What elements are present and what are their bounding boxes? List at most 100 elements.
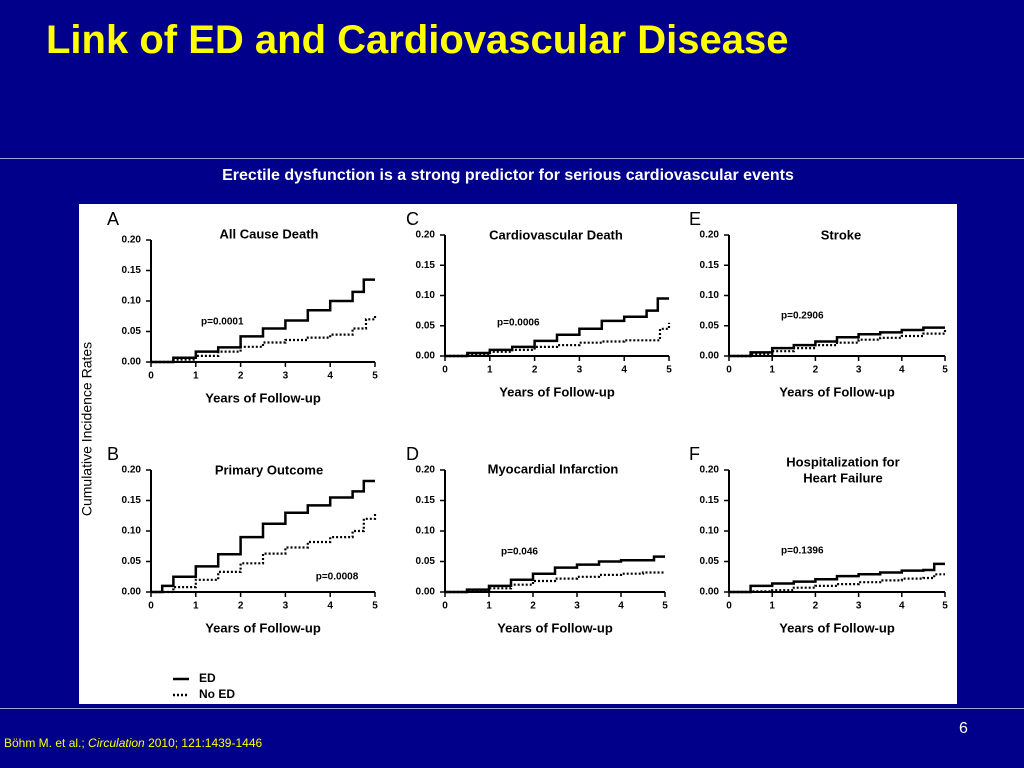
x-axis-label: Years of Follow-up	[779, 384, 895, 399]
x-tick-label: 5	[942, 365, 948, 376]
x-tick-label: 2	[238, 601, 244, 612]
y-tick-label: 0.10	[416, 526, 436, 537]
panel-title: Hospitalization for	[786, 454, 899, 469]
p-value: p=0.0006	[497, 318, 540, 329]
x-tick-label: 3	[283, 601, 289, 612]
y-tick-label: 0.20	[122, 465, 142, 476]
y-tick-label: 0.05	[122, 326, 142, 337]
series-line-no-ed	[445, 571, 665, 594]
series-line-no-ed	[151, 314, 377, 364]
x-tick-label: 5	[372, 601, 378, 612]
x-tick-label: 1	[769, 365, 775, 376]
y-tick-label: 0.00	[700, 587, 720, 598]
citation-authors: Böhm M. et al.;	[4, 736, 89, 750]
panel-a: A All Cause Death 0.00 0.05 0.10 0.15 0.20 0 1 2 3…	[107, 209, 378, 406]
y-tick-label: 0.20	[416, 465, 436, 476]
x-axis-label: Years of Follow-up	[205, 620, 321, 635]
y-tick-label: 0.00	[122, 357, 142, 368]
panel-letter: E	[689, 209, 701, 229]
x-tick-label: 3	[856, 601, 862, 612]
series-line-no-ed	[151, 512, 377, 594]
y-tick-label: 0.20	[122, 235, 142, 246]
x-tick-label: 4	[621, 365, 627, 376]
y-tick-label: 0.10	[416, 290, 436, 301]
panel-title: All Cause Death	[220, 226, 319, 241]
y-tick-label: 0.00	[416, 351, 436, 362]
citation-details: 2010; 121:1439-1446	[144, 736, 263, 750]
shared-y-axis-title: Cumulative Incidence Rates	[79, 342, 95, 516]
y-tick-label: 0.15	[700, 495, 720, 506]
panel-d: D Myocardial Infarction 0.00 0.05 0.10 0.15 0.…	[406, 444, 668, 636]
x-tick-label: 3	[283, 371, 289, 382]
x-axis-label: Years of Follow-up	[779, 620, 895, 635]
x-tick-label: 1	[487, 365, 493, 376]
series-line-ed	[445, 555, 665, 594]
x-tick-label: 2	[530, 601, 536, 612]
x-tick-label: 5	[666, 365, 672, 376]
x-tick-label: 4	[327, 371, 333, 382]
y-tick-label: 0.00	[416, 587, 436, 598]
legend: ED No ED	[173, 671, 235, 701]
series-line-ed	[151, 479, 375, 594]
y-tick-label: 0.10	[700, 290, 720, 301]
x-axis-label: Years of Follow-up	[497, 620, 613, 635]
y-tick-label: 0.10	[700, 526, 720, 537]
x-tick-label: 2	[813, 365, 819, 376]
panel-letter: C	[406, 209, 419, 229]
slide-title: Link of ED and Cardiovascular Disease	[46, 18, 789, 62]
x-tick-label: 2	[238, 371, 244, 382]
panel-e: E Stroke 0.00 0.05 0.10 0.15 0.20 0 1 2 3 4 5 Years o…	[689, 209, 948, 400]
x-tick-label: 1	[193, 371, 199, 382]
title-divider	[0, 158, 1024, 159]
citation-journal: Circulation	[88, 736, 145, 750]
x-tick-label: 1	[769, 601, 775, 612]
y-tick-label: 0.15	[700, 260, 720, 271]
x-tick-label: 5	[372, 371, 378, 382]
panel-letter: F	[689, 444, 700, 464]
x-tick-label: 1	[193, 601, 199, 612]
y-tick-label: 0.05	[122, 556, 142, 567]
x-tick-label: 3	[574, 601, 580, 612]
panel-letter: A	[107, 209, 119, 229]
y-tick-label: 0.05	[416, 320, 436, 331]
x-tick-label: 0	[148, 601, 154, 612]
series-line-no-ed	[445, 322, 671, 358]
panel-letter: B	[107, 444, 119, 464]
y-tick-label: 0.10	[122, 296, 142, 307]
y-tick-label: 0.20	[700, 465, 720, 476]
y-tick-label: 0.15	[122, 265, 142, 276]
panel-c: C Cardiovascular Death 0.00 0.05 0.10 0.15 0.2…	[406, 209, 672, 400]
page-number: 6	[959, 720, 968, 737]
y-tick-label: 0.00	[122, 587, 142, 598]
x-tick-label: 3	[856, 365, 862, 376]
y-tick-label: 0.15	[416, 260, 436, 271]
x-tick-label: 0	[148, 371, 154, 382]
x-tick-label: 0	[442, 601, 448, 612]
panel-letter: D	[406, 444, 419, 464]
p-value: p=0.0001	[201, 317, 244, 328]
panel-b: B Primary Outcome 0.00 0.05 0.10 0.15 0.20 0 1 2 3…	[107, 444, 378, 636]
series-line-no-ed	[729, 573, 945, 594]
km-figure-svg: A All Cause Death 0.00 0.05 0.10 0.15 0.20 0 1 2 3…	[79, 209, 948, 701]
y-tick-label: 0.05	[700, 320, 720, 331]
citation: Böhm M. et al.; Circulation 2010; 121:14…	[4, 736, 262, 750]
x-tick-label: 2	[813, 601, 819, 612]
p-value: p=0.1396	[781, 546, 824, 557]
y-tick-label: 0.05	[700, 556, 720, 567]
x-tick-label: 2	[532, 365, 538, 376]
x-tick-label: 0	[726, 601, 732, 612]
panel-title: Cardiovascular Death	[489, 227, 623, 242]
panel-title: Heart Failure	[803, 470, 882, 485]
series-line-ed	[729, 562, 945, 594]
x-tick-label: 3	[577, 365, 583, 376]
x-tick-label: 0	[442, 365, 448, 376]
y-tick-label: 0.15	[416, 495, 436, 506]
x-tick-label: 4	[618, 601, 624, 612]
x-tick-label: 4	[899, 365, 905, 376]
series-line-no-ed	[729, 328, 947, 358]
p-value: p=0.046	[501, 547, 538, 558]
y-tick-label: 0.20	[700, 230, 720, 241]
x-tick-label: 5	[942, 601, 948, 612]
slide-subtitle: Erectile dysfunction is a strong predict…	[222, 167, 794, 184]
